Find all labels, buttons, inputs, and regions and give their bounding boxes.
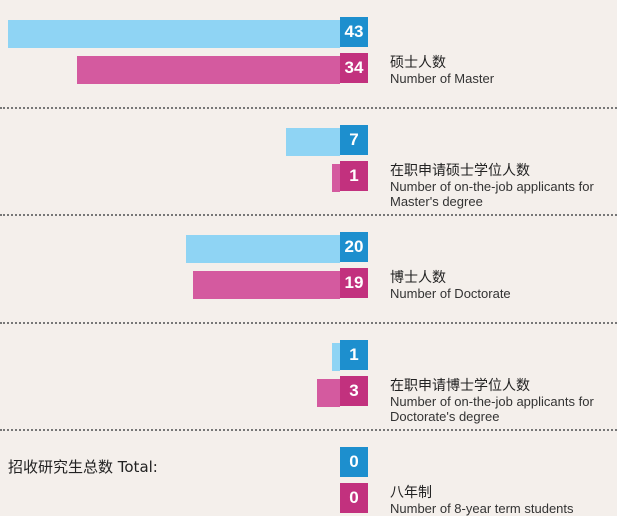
value-label: 1 (340, 160, 368, 191)
value-label: 0 (340, 483, 368, 513)
bar (332, 163, 340, 192)
bar (8, 20, 340, 48)
value-label: 43 (340, 17, 368, 47)
bar (185, 235, 340, 263)
value-label: 1 (340, 339, 368, 370)
bar (332, 342, 340, 371)
category-label-en: Number of 8-year term students (390, 501, 574, 516)
category-label-zh: 在职申请硕士学位人数 (390, 162, 530, 179)
category-label-en: Number of on-the-job applicants for Doct… (390, 393, 594, 424)
category-label-zh: 硕士人数 (390, 55, 446, 71)
separator (0, 429, 617, 431)
total-label: 招收研究生总数 Total: (8, 458, 158, 476)
value-label: 19 (340, 268, 368, 298)
bar (285, 127, 340, 156)
value-label: 7 (340, 124, 368, 155)
bar (193, 271, 340, 299)
value-label: 0 (340, 447, 368, 477)
separator (0, 321, 617, 324)
bar (316, 378, 340, 407)
separator (0, 214, 617, 216)
bar (77, 56, 340, 84)
value-label: 34 (340, 53, 368, 83)
category-label-zh: 在职申请博士学位人数 (390, 377, 530, 394)
category-label-zh: 八年制 (390, 485, 432, 501)
category-label-en: Number of on-the-job applicants for Mast… (390, 178, 594, 209)
value-label: 20 (340, 232, 368, 262)
separator (0, 106, 617, 109)
value-label: 3 (340, 375, 368, 406)
category-label-en: Number of Master (390, 71, 495, 86)
category-label-zh: 博士人数 (390, 270, 446, 286)
category-label-en: Number of Doctorate (390, 286, 511, 301)
